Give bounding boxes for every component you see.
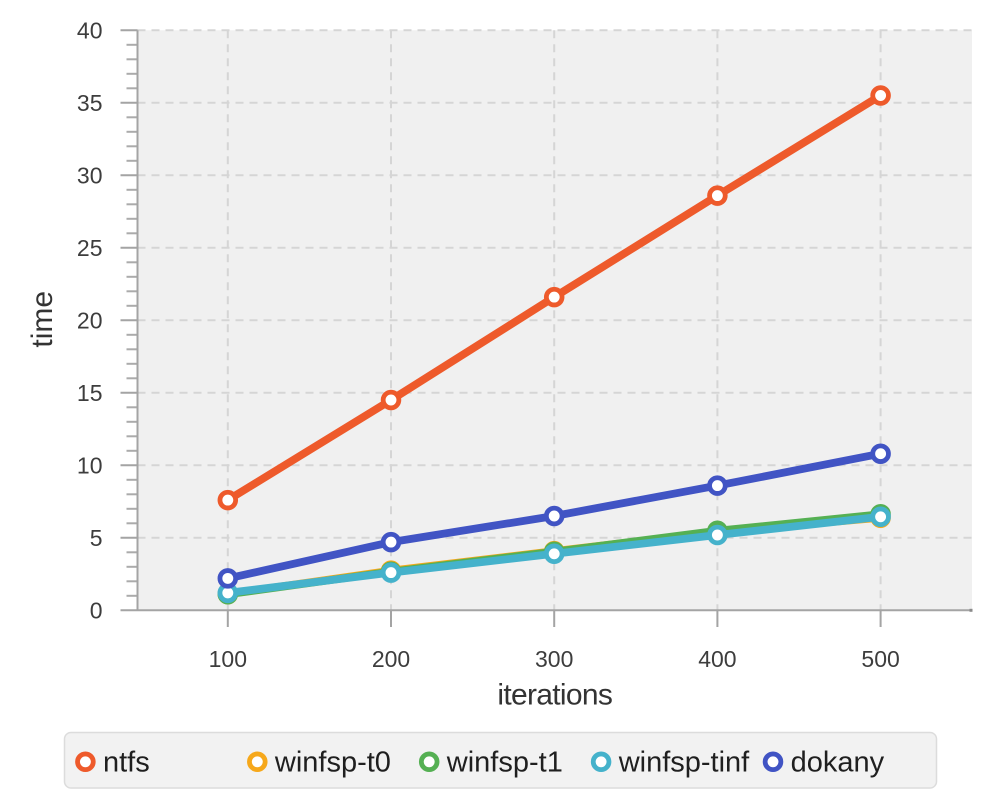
svg-text:0: 0 <box>90 598 103 624</box>
svg-text:iterations: iterations <box>497 679 612 712</box>
svg-text:winfsp-tinf: winfsp-tinf <box>618 747 750 779</box>
svg-text:ntfs: ntfs <box>103 747 150 779</box>
svg-text:200: 200 <box>372 646 410 672</box>
svg-text:35: 35 <box>77 90 103 116</box>
svg-text:30: 30 <box>77 163 103 189</box>
svg-text:15: 15 <box>77 380 103 406</box>
svg-text:300: 300 <box>535 646 573 672</box>
svg-text:400: 400 <box>698 646 736 672</box>
svg-text:25: 25 <box>77 235 103 261</box>
svg-text:10: 10 <box>77 453 103 479</box>
svg-text:winfsp-t1: winfsp-t1 <box>446 747 563 779</box>
svg-text:winfsp-t0: winfsp-t0 <box>274 747 391 779</box>
svg-text:100: 100 <box>209 646 247 672</box>
svg-text:dokany: dokany <box>791 747 885 779</box>
svg-text:40: 40 <box>77 18 103 44</box>
svg-text:time: time <box>26 291 59 348</box>
svg-text:5: 5 <box>90 525 103 551</box>
svg-text:500: 500 <box>861 646 899 672</box>
svg-text:20: 20 <box>77 308 103 334</box>
